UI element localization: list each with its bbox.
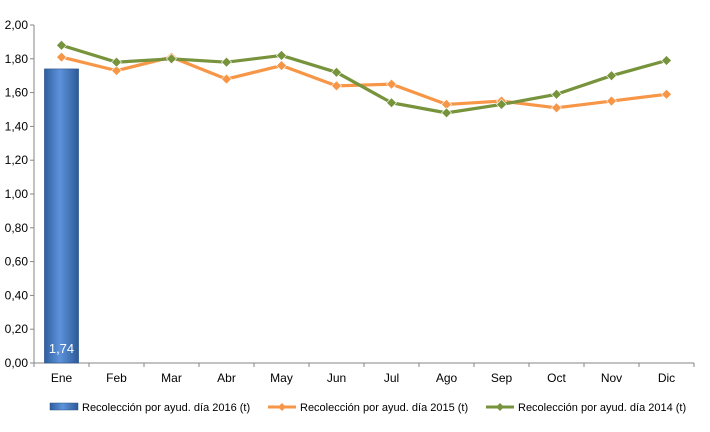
data-point	[386, 97, 397, 109]
x-tick-label: Mar	[161, 371, 182, 385]
legend: Recolección por ayud. día 2016 (t) Recole…	[49, 402, 686, 414]
data-point	[551, 88, 562, 100]
data-point	[166, 53, 177, 65]
y-tick-label: 1,40	[5, 119, 29, 133]
data-point	[56, 39, 67, 51]
legend-marker	[278, 403, 286, 411]
data-point	[331, 66, 342, 78]
data-point	[276, 49, 287, 61]
x-tick-label: Jul	[384, 371, 399, 385]
x-tick-label: Abr	[217, 371, 236, 385]
data-point	[386, 78, 397, 90]
data-point	[111, 56, 122, 68]
legend-item: Recolección por ayud. día 2014 (t)	[486, 402, 686, 414]
y-tick-label: 1,60	[5, 86, 29, 100]
data-point	[661, 55, 672, 66]
y-tick-label: 0,60	[5, 255, 29, 269]
x-tick-label: Sep	[491, 371, 513, 385]
data-point	[606, 95, 617, 107]
data-point	[276, 60, 287, 71]
x-tick-label: Feb	[106, 371, 127, 385]
y-tick-label: 0,00	[5, 356, 29, 370]
y-tick-labels: 0,00 0,20 0,40 0,60 0,80 1,00 1,20 1,40 1,60 1,80…	[5, 18, 29, 370]
x-tick-label: Nov	[601, 371, 622, 385]
y-tick-label: 1,80	[5, 52, 29, 66]
axes	[30, 24, 695, 367]
data-point	[331, 80, 342, 92]
legend-marker	[496, 403, 504, 411]
y-tick-label: 1,00	[5, 187, 29, 201]
legend-label: Recolección por ayud. día 2016 (t)	[82, 402, 250, 414]
x-tick-label: Dic	[658, 371, 675, 385]
y-tick-label: 0,80	[5, 221, 29, 235]
series-2	[56, 39, 672, 119]
x-tick-label: Oct	[547, 371, 566, 385]
data-point	[606, 70, 617, 82]
data-point	[551, 102, 562, 114]
series-lines	[56, 39, 672, 119]
bar-data-label: 1,74	[49, 341, 74, 356]
bar	[44, 68, 79, 364]
data-point	[221, 73, 232, 85]
bar-data-labels: 1,74	[49, 341, 74, 356]
legend-label: Recolección por ayud. día 2015 (t)	[300, 402, 468, 414]
legend-item: Recolección por ayud. día 2016 (t)	[49, 402, 250, 414]
y-tick-label: 0,40	[5, 288, 29, 302]
data-point	[111, 65, 122, 77]
x-tick-label: Ene	[51, 371, 73, 385]
y-tick-label: 2,00	[5, 18, 29, 32]
legend-swatch	[49, 402, 79, 411]
x-tick-label: May	[270, 371, 293, 385]
series-line	[59, 55, 669, 110]
x-tick-label: Ago	[436, 371, 458, 385]
data-point	[56, 51, 67, 63]
legend-label: Recolección por ayud. día 2014 (t)	[518, 402, 686, 414]
series-line	[59, 43, 669, 115]
x-tick-label: Jun	[327, 371, 346, 385]
y-tick-label: 1,20	[5, 153, 29, 167]
data-point	[221, 56, 232, 68]
legend-item: Recolección por ayud. día 2015 (t)	[268, 402, 468, 414]
data-point	[496, 99, 507, 110]
y-tick-label: 0,20	[5, 322, 29, 336]
data-point	[441, 107, 452, 119]
bars	[44, 68, 79, 364]
x-tick-labels: Ene Feb Mar Abr May Jun Jul Ago Sep Oct Nov Dic	[51, 371, 675, 385]
data-point	[661, 88, 672, 100]
